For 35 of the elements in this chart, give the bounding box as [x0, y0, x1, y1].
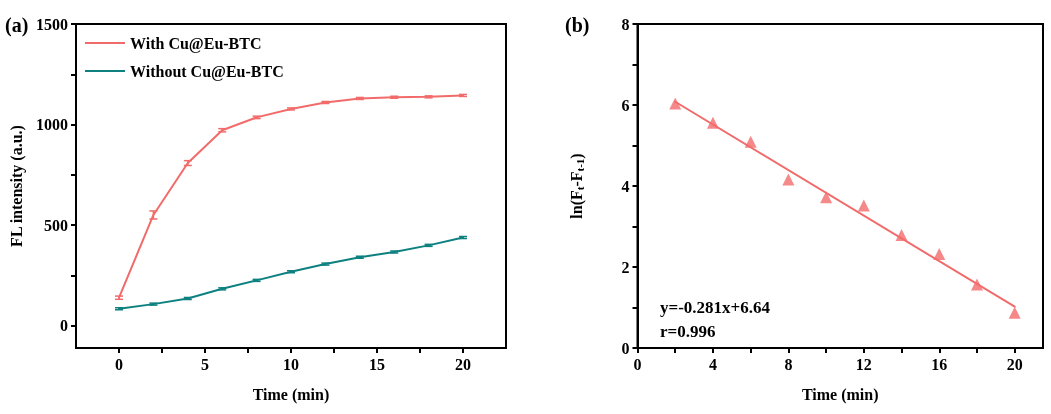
- chart-title: (a): [5, 14, 29, 37]
- y-tick-label: 500: [44, 216, 68, 234]
- x-axis-title: Time (min): [801, 385, 879, 404]
- legend-label: With Cu@Eu-BTC: [130, 34, 262, 53]
- line-series: [118, 94, 464, 299]
- x-tick-label: 20: [455, 355, 471, 373]
- y-tick-label: 6: [621, 96, 630, 114]
- x-tick-label: 20: [1006, 355, 1023, 373]
- point: [782, 173, 795, 186]
- x-tick-label: 5: [201, 355, 209, 373]
- x-tick-label: 4: [708, 355, 717, 373]
- y-tick-label: 0: [621, 339, 630, 357]
- y-tick-label: 0: [60, 317, 68, 335]
- annotation: r=0.996: [660, 322, 716, 341]
- y-tick-label: 1000: [36, 116, 68, 134]
- y-axis-title: ln(Ft-Ft-1): [567, 153, 586, 219]
- y-tick-label: 2: [621, 258, 630, 276]
- x-tick-label: 16: [931, 355, 948, 373]
- point: [1008, 306, 1021, 319]
- annotation: y=-0.281x+6.64: [660, 298, 771, 317]
- y-tick-label: 8: [621, 15, 630, 33]
- x-tick-label: 8: [784, 355, 793, 373]
- y-tick-label: 1500: [36, 15, 68, 33]
- x-tick-label: 0: [633, 355, 642, 373]
- point: [857, 199, 870, 212]
- legend-label: Without Cu@Eu-BTC: [130, 62, 284, 81]
- x-axis-title: Time (min): [252, 385, 330, 404]
- y-axis-title: FL intensity (a.u.): [7, 125, 26, 247]
- x-tick-label: 10: [283, 355, 299, 373]
- line-series: [118, 236, 464, 310]
- x-tick-label: 12: [855, 355, 872, 373]
- chart-title: (b): [565, 14, 590, 37]
- x-tick-label: 0: [115, 355, 123, 373]
- y-tick-label: 4: [621, 177, 630, 195]
- x-tick-label: 15: [369, 355, 385, 373]
